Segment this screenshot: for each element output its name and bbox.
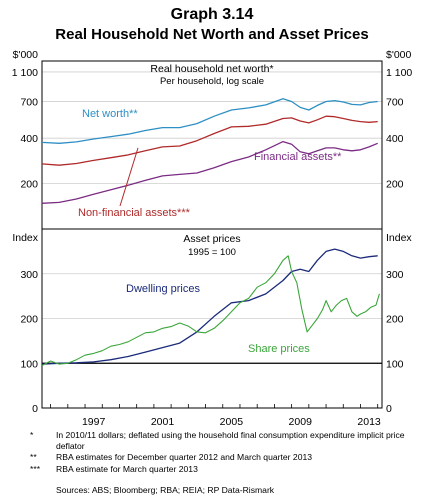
y-tick-label: 400 <box>386 133 404 145</box>
y-tick-label: 0 <box>386 403 392 415</box>
y-unit-label: $'000 <box>13 49 39 61</box>
series-layer <box>41 98 380 366</box>
series-line-financial-assets <box>41 140 378 204</box>
y-tick-label: 300 <box>20 269 38 281</box>
series-label-financial-assets: Financial assets** <box>254 151 342 163</box>
label-pointer <box>119 147 139 207</box>
y-tick-label: 300 <box>386 269 404 281</box>
panel-subtitle: Per household, log scale <box>160 76 264 87</box>
x-tick-label: 2009 <box>289 416 313 428</box>
y-tick-label: 700 <box>20 97 38 109</box>
y-tick-label: 0 <box>32 403 38 415</box>
series-line-net-worth <box>41 98 378 144</box>
x-tick-label: 2005 <box>220 416 244 428</box>
y-tick-label: 100 <box>386 358 404 370</box>
graph-title: Real Household Net Worth and Asset Price… <box>55 26 368 43</box>
sources: Sources: ABS; Bloomberg; RBA; REIA; RP D… <box>56 485 275 495</box>
series-label-share-prices: Share prices <box>248 343 310 355</box>
y-tick-label: 1 100 <box>386 67 412 79</box>
graph-number: Graph 3.14 <box>171 6 254 23</box>
series-label-net-worth: Net worth** <box>82 108 138 120</box>
footnote-text: RBA estimates for December quarter 2012 … <box>56 452 313 463</box>
footnote-text: In 2010/11 dollars; deflated using the h… <box>56 430 405 452</box>
footnote-text: RBA estimate for March quarter 2013 <box>56 463 198 474</box>
x-tick-label: 2001 <box>151 416 175 428</box>
y-tick-label: 100 <box>20 358 38 370</box>
series-line-dwelling-prices <box>41 248 378 365</box>
footnotes: * In 2010/11 dollars; deflated using the… <box>30 430 420 475</box>
panel-title: Asset prices <box>183 233 240 245</box>
y-unit-label: Index <box>386 232 412 244</box>
axes-layer: 200 200 400 400 700 700 1 100 1 100 $'000 $'000 0 0… <box>12 49 413 428</box>
footnote-mark: * <box>30 430 34 440</box>
label-layer: Real household net worth*Per household, … <box>78 63 342 355</box>
y-tick-label: 400 <box>20 133 38 145</box>
panel-title: Real household net worth* <box>150 63 273 75</box>
series-label-non-financial-assets: Non-financial assets*** <box>78 207 191 219</box>
series-label-dwelling-prices: Dwelling prices <box>126 283 200 295</box>
y-tick-label: 200 <box>20 179 38 191</box>
footnote: ** RBA estimates for December quarter 20… <box>30 452 420 463</box>
x-tick-label: 2013 <box>357 416 381 428</box>
y-tick-label: 200 <box>20 314 38 326</box>
y-tick-label: 700 <box>386 97 404 109</box>
y-tick-label: 200 <box>386 314 404 326</box>
y-tick-label: 200 <box>386 179 404 191</box>
series-line-share-prices <box>41 255 380 366</box>
y-tick-label: 1 100 <box>12 67 38 79</box>
panel-subtitle: 1995 = 100 <box>188 247 236 258</box>
x-tick-label: 1997 <box>82 416 106 428</box>
footnote-mark: ** <box>30 452 37 463</box>
y-unit-label: $'000 <box>386 49 412 61</box>
y-unit-label: Index <box>12 232 38 244</box>
footnote: *** RBA estimate for March quarter 2013 <box>30 464 420 475</box>
footnote: * In 2010/11 dollars; deflated using the… <box>30 430 420 452</box>
panel-frame <box>41 228 383 409</box>
series-line-non-financial-assets <box>41 115 378 166</box>
footnote-mark: *** <box>30 463 41 474</box>
